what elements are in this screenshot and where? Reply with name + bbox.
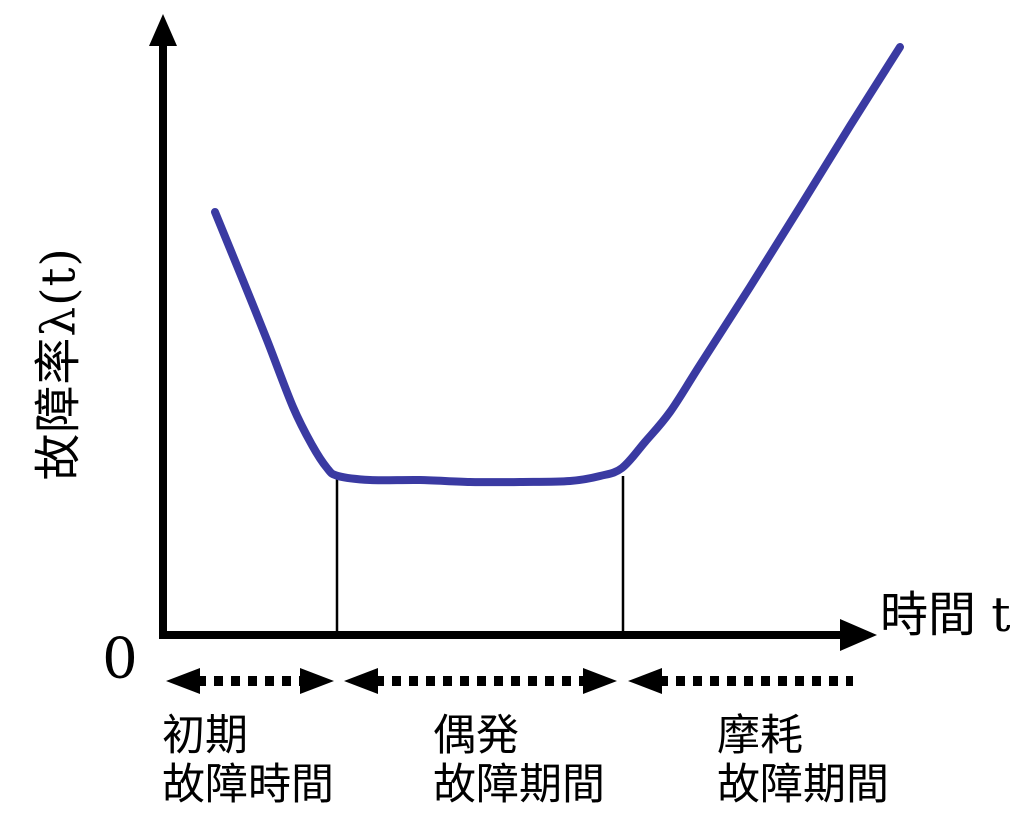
arrowhead-left-icon — [628, 668, 662, 694]
span-arrow-wearout-failure — [628, 668, 853, 694]
arrowhead-right-icon — [300, 668, 334, 694]
x-axis-label: 時間 t — [880, 587, 1010, 643]
region-label-line: 偶発 — [433, 711, 519, 761]
region-label-line: 初期 — [162, 711, 248, 761]
region-label-line: 故障期間 — [433, 760, 605, 810]
region-label-line: 摩耗 — [717, 711, 803, 761]
arrowhead-right-icon — [583, 668, 617, 694]
origin-label: 0 — [102, 626, 138, 692]
region-label-wearout-failure: 摩耗 故障期間 — [717, 712, 889, 810]
region-label-line: 故障期間 — [717, 760, 889, 810]
region-label-line: 故障時間 — [162, 760, 334, 810]
x-axis-arrowhead-icon — [840, 619, 877, 651]
arrowhead-left-icon — [344, 668, 378, 694]
span-arrow-initial-failure — [166, 668, 334, 694]
region-label-random-failure: 偶発 故障期間 — [433, 712, 605, 810]
span-arrow-random-failure — [344, 668, 617, 694]
region-label-initial-failure: 初期 故障時間 — [162, 712, 334, 810]
arrowhead-left-icon — [166, 668, 200, 694]
y-axis-arrowhead-icon — [149, 14, 177, 46]
y-axis-label: 故障率λ(t) — [31, 247, 87, 481]
failure-rate-curve — [211, 43, 904, 487]
